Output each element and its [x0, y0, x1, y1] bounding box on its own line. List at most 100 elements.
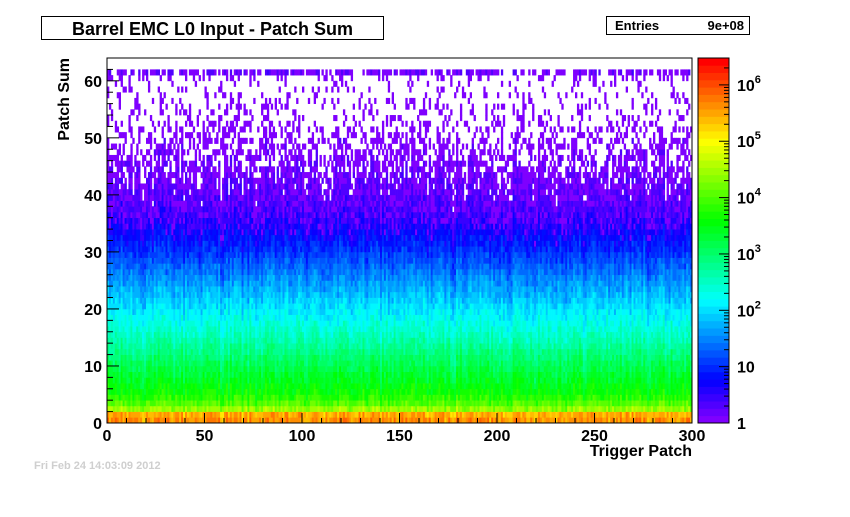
- heatmap-cell: [128, 86, 131, 93]
- heatmap-cell: [122, 206, 125, 213]
- heatmap-cell: [302, 394, 305, 401]
- heatmap-cell: [284, 411, 287, 418]
- heatmap-cell: [280, 297, 283, 304]
- heatmap-cell: [167, 274, 170, 281]
- heatmap-cell: [241, 303, 244, 310]
- heatmap-cell: [186, 314, 190, 321]
- heatmap-cell: [227, 411, 231, 418]
- heatmap-cell: [110, 183, 114, 190]
- heatmap-cell: [134, 326, 137, 333]
- heatmap-cell: [249, 297, 252, 304]
- heatmap-cell: [214, 240, 217, 247]
- heatmap-cell: [259, 303, 262, 310]
- heatmap-cell: [222, 263, 225, 270]
- heatmap-cell: [255, 263, 258, 270]
- heatmap-cell: [235, 194, 238, 201]
- heatmap-cell: [220, 269, 223, 276]
- heatmap-cell: [253, 326, 256, 333]
- heatmap-cell: [298, 143, 301, 150]
- heatmap-cell: [194, 291, 198, 298]
- heatmap-cell: [237, 137, 240, 144]
- heatmap-cell: [282, 383, 285, 390]
- heatmap-cell: [278, 303, 281, 310]
- heatmap-cell: [233, 371, 237, 378]
- heatmap-cell: [204, 166, 207, 173]
- heatmap-cell: [284, 217, 287, 224]
- heatmap-cell: [122, 314, 125, 321]
- heatmap-cell: [140, 320, 143, 327]
- heatmap-cell: [216, 189, 219, 196]
- heatmap-cell: [181, 365, 184, 373]
- heatmap-cell: [136, 149, 139, 156]
- heatmap-cell: [144, 348, 147, 355]
- heatmap-cell: [212, 348, 215, 355]
- heatmap-cell: [282, 314, 285, 321]
- heatmap-cell: [274, 377, 277, 384]
- heatmap-cell: [126, 400, 129, 407]
- heatmap-cell: [243, 246, 246, 253]
- heatmap-cell: [237, 172, 240, 179]
- heatmap-cell: [227, 217, 231, 224]
- heatmap-cell: [110, 314, 114, 321]
- heatmap-cell: [126, 297, 129, 304]
- heatmap-cell: [261, 320, 264, 327]
- heatmap-cell: [159, 405, 162, 412]
- heatmap-cell: [249, 206, 252, 213]
- heatmap-cell: [276, 320, 279, 327]
- heatmap-cell: [237, 297, 240, 304]
- heatmap-cell: [255, 154, 258, 161]
- heatmap-cell: [192, 394, 196, 401]
- heatmap-cell: [179, 211, 182, 219]
- heatmap-cell: [261, 274, 264, 281]
- heatmap-cell: [196, 365, 199, 373]
- heatmap-cell: [185, 314, 188, 321]
- heatmap-cell: [118, 360, 121, 367]
- heatmap-cell: [136, 291, 139, 298]
- heatmap-cell: [220, 137, 223, 144]
- heatmap-cell: [288, 326, 291, 333]
- heatmap-cell: [140, 229, 143, 236]
- heatmap-cell: [192, 172, 196, 179]
- heatmap-cell: [192, 223, 196, 230]
- heatmap-cell: [142, 331, 145, 338]
- heatmap-cell: [114, 314, 118, 321]
- heatmap-cell: [282, 297, 285, 304]
- heatmap-cell: [278, 274, 281, 281]
- heatmap-cell: [270, 257, 274, 264]
- heatmap-cell: [247, 217, 250, 224]
- heatmap-cell: [114, 223, 118, 230]
- heatmap-cell: [130, 348, 133, 355]
- heatmap-cell: [206, 360, 209, 367]
- heatmap-cell: [208, 360, 211, 367]
- heatmap-cell: [272, 291, 276, 298]
- heatmap-cell: [284, 69, 287, 76]
- heatmap-cell: [255, 280, 258, 287]
- heatmap-cell: [161, 206, 164, 213]
- heatmap-cell: [134, 331, 137, 338]
- heatmap-cell: [134, 280, 137, 287]
- heatmap-cell: [163, 280, 166, 287]
- heatmap-cell: [147, 211, 151, 219]
- heatmap-cell: [263, 343, 266, 350]
- heatmap-cell: [251, 297, 254, 304]
- heatmap-cell: [264, 217, 268, 224]
- heatmap-cell: [282, 251, 285, 258]
- heatmap-cell: [114, 160, 118, 167]
- heatmap-cell: [280, 154, 283, 161]
- heatmap-cell: [290, 394, 293, 401]
- heatmap-cell: [120, 343, 123, 350]
- heatmap-cell: [196, 297, 199, 304]
- heatmap-cell: [124, 303, 127, 310]
- heatmap-cell: [276, 331, 279, 338]
- heatmap-cell: [210, 371, 213, 378]
- heatmap-cell: [112, 217, 116, 224]
- heatmap-cell: [112, 194, 116, 201]
- heatmap-cell: [268, 206, 272, 213]
- heatmap-cell: [239, 348, 242, 355]
- heatmap-cell: [177, 223, 180, 230]
- heatmap-cell: [167, 331, 170, 338]
- heatmap-cell: [239, 246, 242, 253]
- heatmap-cell: [216, 348, 219, 355]
- heatmap-cell: [192, 331, 196, 338]
- heatmap-cell: [208, 120, 211, 127]
